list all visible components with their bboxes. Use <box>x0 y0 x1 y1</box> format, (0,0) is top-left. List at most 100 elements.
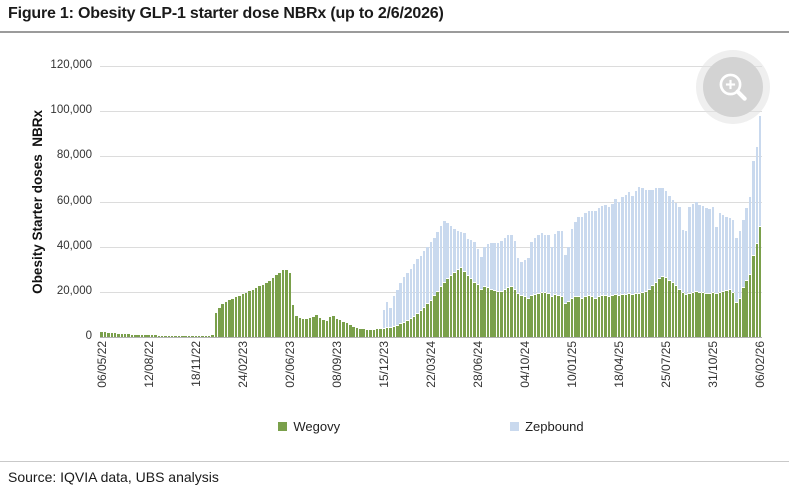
wegovy-segment <box>641 292 644 337</box>
zepbound-segment <box>473 242 476 283</box>
bar-week-41 <box>238 66 241 337</box>
wegovy-segment <box>688 294 691 337</box>
wegovy-segment <box>577 297 580 337</box>
bar-week-72 <box>342 66 345 337</box>
bar-week-91 <box>406 66 409 337</box>
wegovy-segment <box>590 297 594 337</box>
zepbound-segment <box>752 160 755 256</box>
bar-week-192 <box>745 66 748 337</box>
wegovy-segment <box>147 335 150 337</box>
zepbound-segment <box>385 302 389 329</box>
wegovy-swatch-icon <box>278 422 288 431</box>
source-divider <box>0 461 789 462</box>
bar-week-132 <box>543 66 547 337</box>
wegovy-segment <box>463 271 466 337</box>
zepbound-segment <box>745 208 748 281</box>
zepbound-segment <box>708 209 711 295</box>
wegovy-segment <box>231 298 234 337</box>
wegovy-segment <box>597 297 601 337</box>
bar-week-119 <box>500 66 503 337</box>
bar-series <box>100 66 762 337</box>
zepbound-segment <box>433 237 436 297</box>
source-text: Source: IQVIA data, UBS analysis <box>8 469 219 485</box>
zepbound-segment <box>648 190 651 290</box>
wegovy-segment <box>140 335 144 337</box>
wegovy-segment <box>392 326 396 337</box>
wegovy-segment <box>268 280 271 337</box>
bar-week-133 <box>547 66 550 337</box>
zepbound-segment <box>456 230 460 270</box>
gridline <box>100 201 762 203</box>
wegovy-segment <box>587 296 591 337</box>
zepbound-segment <box>486 244 490 289</box>
wegovy-segment <box>369 329 372 337</box>
zepbound-segment <box>681 229 685 293</box>
wegovy-segment <box>671 282 675 337</box>
wegovy-segment <box>349 325 352 337</box>
bar-week-63 <box>312 66 315 337</box>
bar-week-145 <box>587 66 591 337</box>
wegovy-segment <box>194 335 197 337</box>
wegovy-segment <box>211 335 214 337</box>
wegovy-segment <box>621 295 624 337</box>
wegovy-segment <box>654 282 658 337</box>
gridline <box>100 66 762 67</box>
wegovy-segment <box>684 295 688 337</box>
bar-week-147 <box>594 66 597 337</box>
wegovy-segment <box>160 335 164 337</box>
wegovy-segment <box>265 282 268 337</box>
wegovy-segment <box>711 292 715 337</box>
zepbound-segment <box>718 212 722 293</box>
zoom-in-button[interactable] <box>703 57 763 117</box>
bar-week-165 <box>654 66 658 337</box>
y-tick-label: 80,000 <box>56 149 92 162</box>
wegovy-segment <box>298 317 302 337</box>
wegovy-segment <box>607 297 611 337</box>
wegovy-segment <box>574 297 577 337</box>
bar-week-74 <box>349 66 352 337</box>
wegovy-segment <box>234 297 238 337</box>
bar-week-65 <box>318 66 322 337</box>
wegovy-segment <box>221 304 224 337</box>
wegovy-segment <box>305 319 308 337</box>
zepbound-segment <box>466 238 470 277</box>
bar-week-32 <box>207 66 211 337</box>
wegovy-segment <box>352 326 355 337</box>
zepbound-segment <box>711 207 715 293</box>
zepbound-segment <box>429 242 433 301</box>
bar-week-46 <box>254 66 258 337</box>
wegovy-segment <box>701 292 705 337</box>
wegovy-segment <box>721 291 725 337</box>
bar-week-98 <box>429 66 433 337</box>
bar-week-142 <box>577 66 580 337</box>
wegovy-segment <box>251 289 255 337</box>
wegovy-segment <box>154 335 157 337</box>
bar-week-31 <box>204 66 208 337</box>
wegovy-segment <box>134 334 137 337</box>
bar-week-161 <box>641 66 644 337</box>
bar-week-169 <box>668 66 671 337</box>
zepbound-segment <box>557 230 560 297</box>
wegovy-segment <box>338 320 342 337</box>
bar-week-13 <box>144 66 147 337</box>
bar-week-124 <box>517 66 520 337</box>
wegovy-segment <box>446 279 449 337</box>
bar-week-109 <box>466 66 470 337</box>
bar-week-126 <box>523 66 527 337</box>
zepbound-segment <box>476 248 480 286</box>
y-tick-label: 100,000 <box>50 104 92 117</box>
wegovy-segment <box>359 328 362 337</box>
bar-week-116 <box>490 66 493 337</box>
zepbound-segment <box>671 200 675 283</box>
wegovy-segment <box>144 335 147 337</box>
zepbound-segment <box>469 239 473 280</box>
zepbound-segment <box>758 115 762 228</box>
wegovy-segment <box>191 335 194 337</box>
wegovy-segment <box>379 329 382 337</box>
bar-week-23 <box>177 66 181 337</box>
zepbound-segment <box>402 277 406 323</box>
bar-week-117 <box>493 66 496 337</box>
wegovy-segment <box>537 294 540 337</box>
bar-week-164 <box>651 66 654 337</box>
bar-week-140 <box>570 66 574 337</box>
